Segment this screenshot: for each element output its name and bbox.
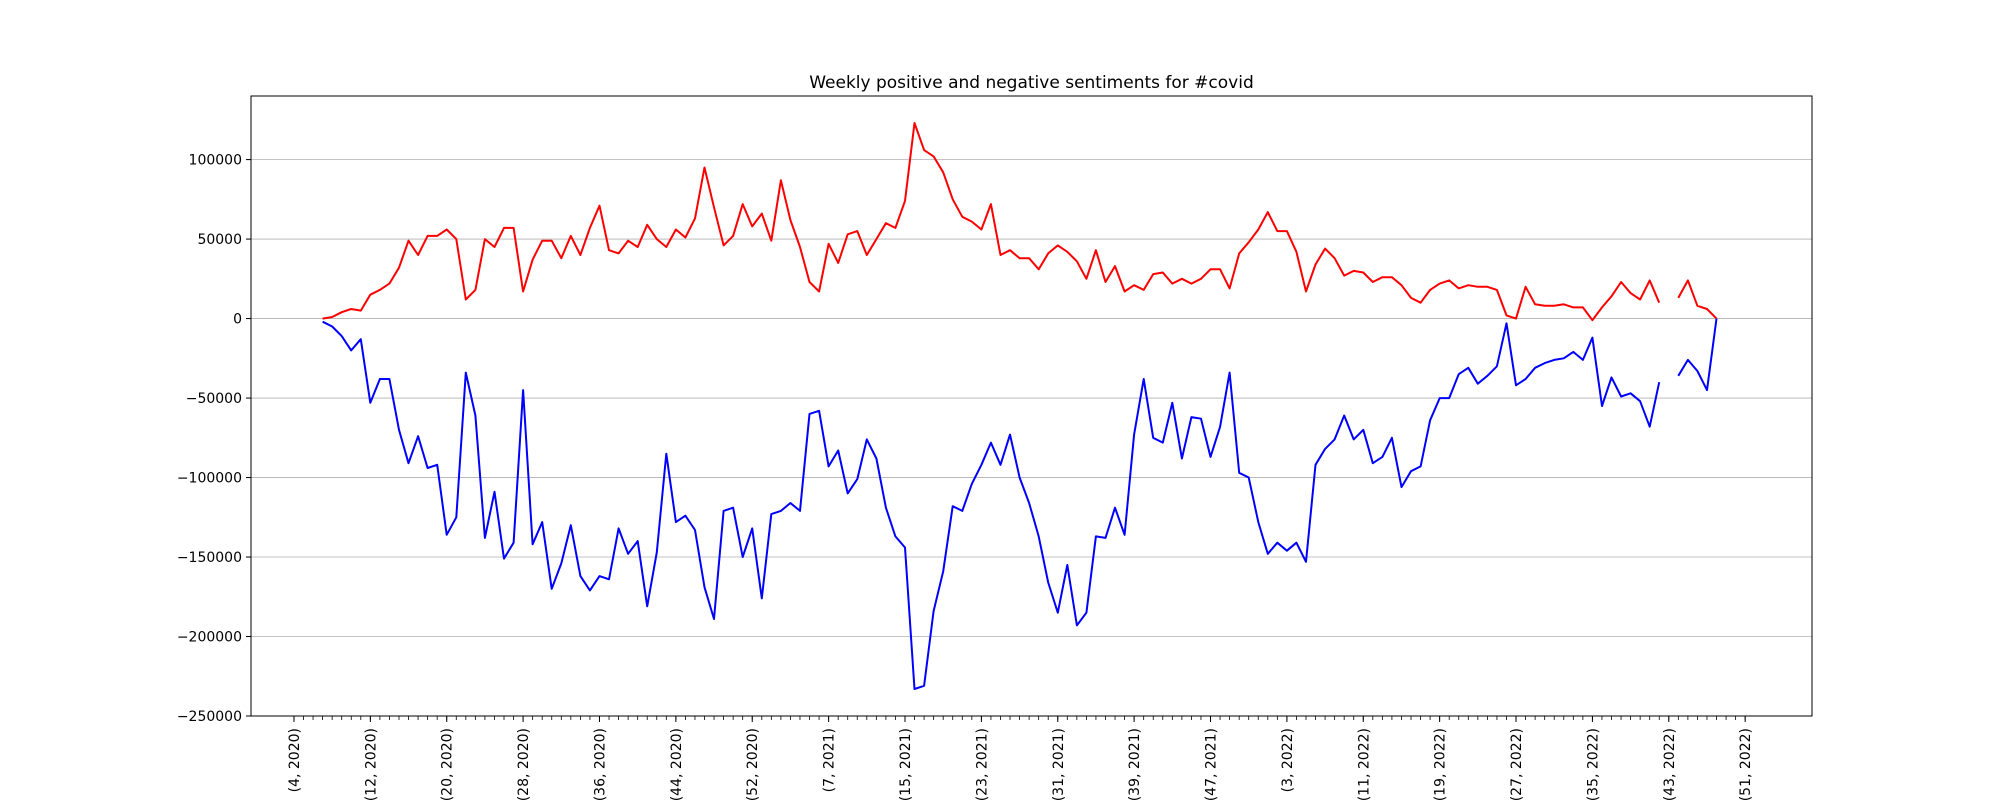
series-line-negative	[322, 318, 1718, 690]
y-axis: −250000 −200000 −150000 −100000 −50000 0 50000…	[177, 153, 251, 725]
y-tick-label: 50000	[197, 232, 242, 248]
x-tick-label: (52, 2020)	[745, 728, 761, 800]
x-tick-label: (19, 2022)	[1433, 728, 1449, 800]
x-tick-label: (7, 2021)	[822, 728, 838, 792]
x-tick-label: (23, 2021)	[974, 728, 990, 800]
x-tick-label: (47, 2021)	[1204, 728, 1220, 800]
chart-title: Weekly positive and negative sentiments …	[809, 73, 1254, 93]
x-tick-label: (39, 2021)	[1127, 728, 1143, 800]
series-line-positive	[322, 122, 1718, 322]
grid-lines	[251, 159, 1812, 717]
x-tick-label: (27, 2022)	[1509, 728, 1525, 800]
x-tick-label: (15, 2021)	[898, 728, 914, 800]
y-tick-label: −100000	[177, 471, 242, 487]
y-tick-label: −250000	[177, 709, 242, 725]
y-tick-label: −200000	[177, 630, 242, 646]
x-tick-label: (3, 2022)	[1280, 728, 1296, 792]
x-tick-label: (36, 2020)	[592, 728, 608, 800]
x-tick-label: (44, 2020)	[669, 728, 685, 800]
x-tick-label: (20, 2020)	[440, 728, 456, 800]
x-tick-label: (12, 2020)	[363, 728, 379, 800]
y-tick-label: 0	[233, 312, 242, 328]
x-tick-label: (35, 2022)	[1585, 728, 1601, 800]
x-tick-label: (51, 2022)	[1738, 728, 1754, 800]
y-tick-label: 100000	[189, 153, 242, 169]
x-tick-label: (4, 2020)	[287, 728, 303, 792]
y-tick-label: −150000	[177, 550, 242, 566]
y-tick-label: −50000	[186, 391, 242, 407]
x-tick-label: (43, 2022)	[1662, 728, 1678, 800]
series-group	[322, 122, 1718, 690]
x-tick-label: (11, 2022)	[1356, 728, 1372, 800]
plot-frame	[250, 95, 1813, 717]
x-tick-label: (31, 2021)	[1051, 728, 1067, 800]
x-tick-label: (28, 2020)	[516, 728, 532, 800]
x-axis: (4, 2020) (12, 2020) (20, 2020) (28, 2020) (…	[287, 716, 1754, 800]
